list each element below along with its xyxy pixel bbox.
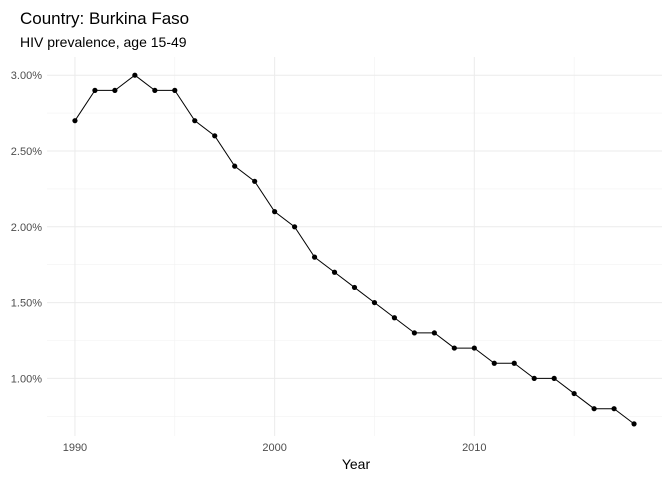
data-point (192, 118, 198, 124)
data-point (551, 375, 557, 381)
major-gridlines (47, 57, 662, 436)
data-point (72, 118, 78, 124)
data-point (451, 345, 457, 351)
y-tick-label: 2.00% (11, 222, 42, 234)
x-tick-label: 2000 (262, 442, 286, 454)
data-point (511, 360, 517, 366)
data-point (571, 390, 577, 397)
data-point (272, 209, 278, 215)
y-axis-tick-labels: 1.00% 1.50% 2.00% 2.50% 3.00% (11, 70, 42, 385)
data-point (112, 87, 118, 93)
data-point (431, 330, 437, 336)
data-point (391, 315, 398, 321)
data-point (491, 360, 497, 366)
data-point (611, 406, 617, 412)
data-point (631, 421, 637, 427)
data-point (252, 178, 258, 184)
data-point (172, 87, 178, 93)
y-tick-label: 2.50% (11, 146, 42, 158)
data-point (152, 87, 158, 93)
data-point (351, 284, 358, 291)
data-point (132, 72, 138, 78)
data-point (92, 87, 98, 93)
x-tick-label: 1990 (63, 442, 87, 454)
data-point (591, 406, 597, 412)
x-axis-title: Year (342, 456, 371, 472)
chart-title: Country: Burkina Faso (20, 9, 189, 28)
x-axis-tick-labels: 1990 2000 2010 (63, 442, 487, 454)
minor-gridlines (47, 57, 662, 436)
data-point (371, 299, 378, 306)
data-point (331, 269, 338, 275)
y-tick-label: 3.00% (11, 70, 42, 82)
y-tick-label: 1.50% (11, 298, 42, 310)
data-point (311, 254, 318, 260)
series-group (72, 72, 637, 427)
data-point (411, 330, 418, 336)
x-tick-label: 2010 (462, 442, 486, 454)
data-point (531, 375, 537, 381)
series-line (74, 74, 635, 425)
y-tick-label: 1.00% (11, 373, 42, 385)
data-point (232, 163, 238, 169)
data-point (291, 224, 298, 230)
data-point (212, 133, 218, 139)
chart-subtitle: HIV prevalence, age 15-49 (20, 34, 187, 50)
data-point (471, 345, 477, 351)
